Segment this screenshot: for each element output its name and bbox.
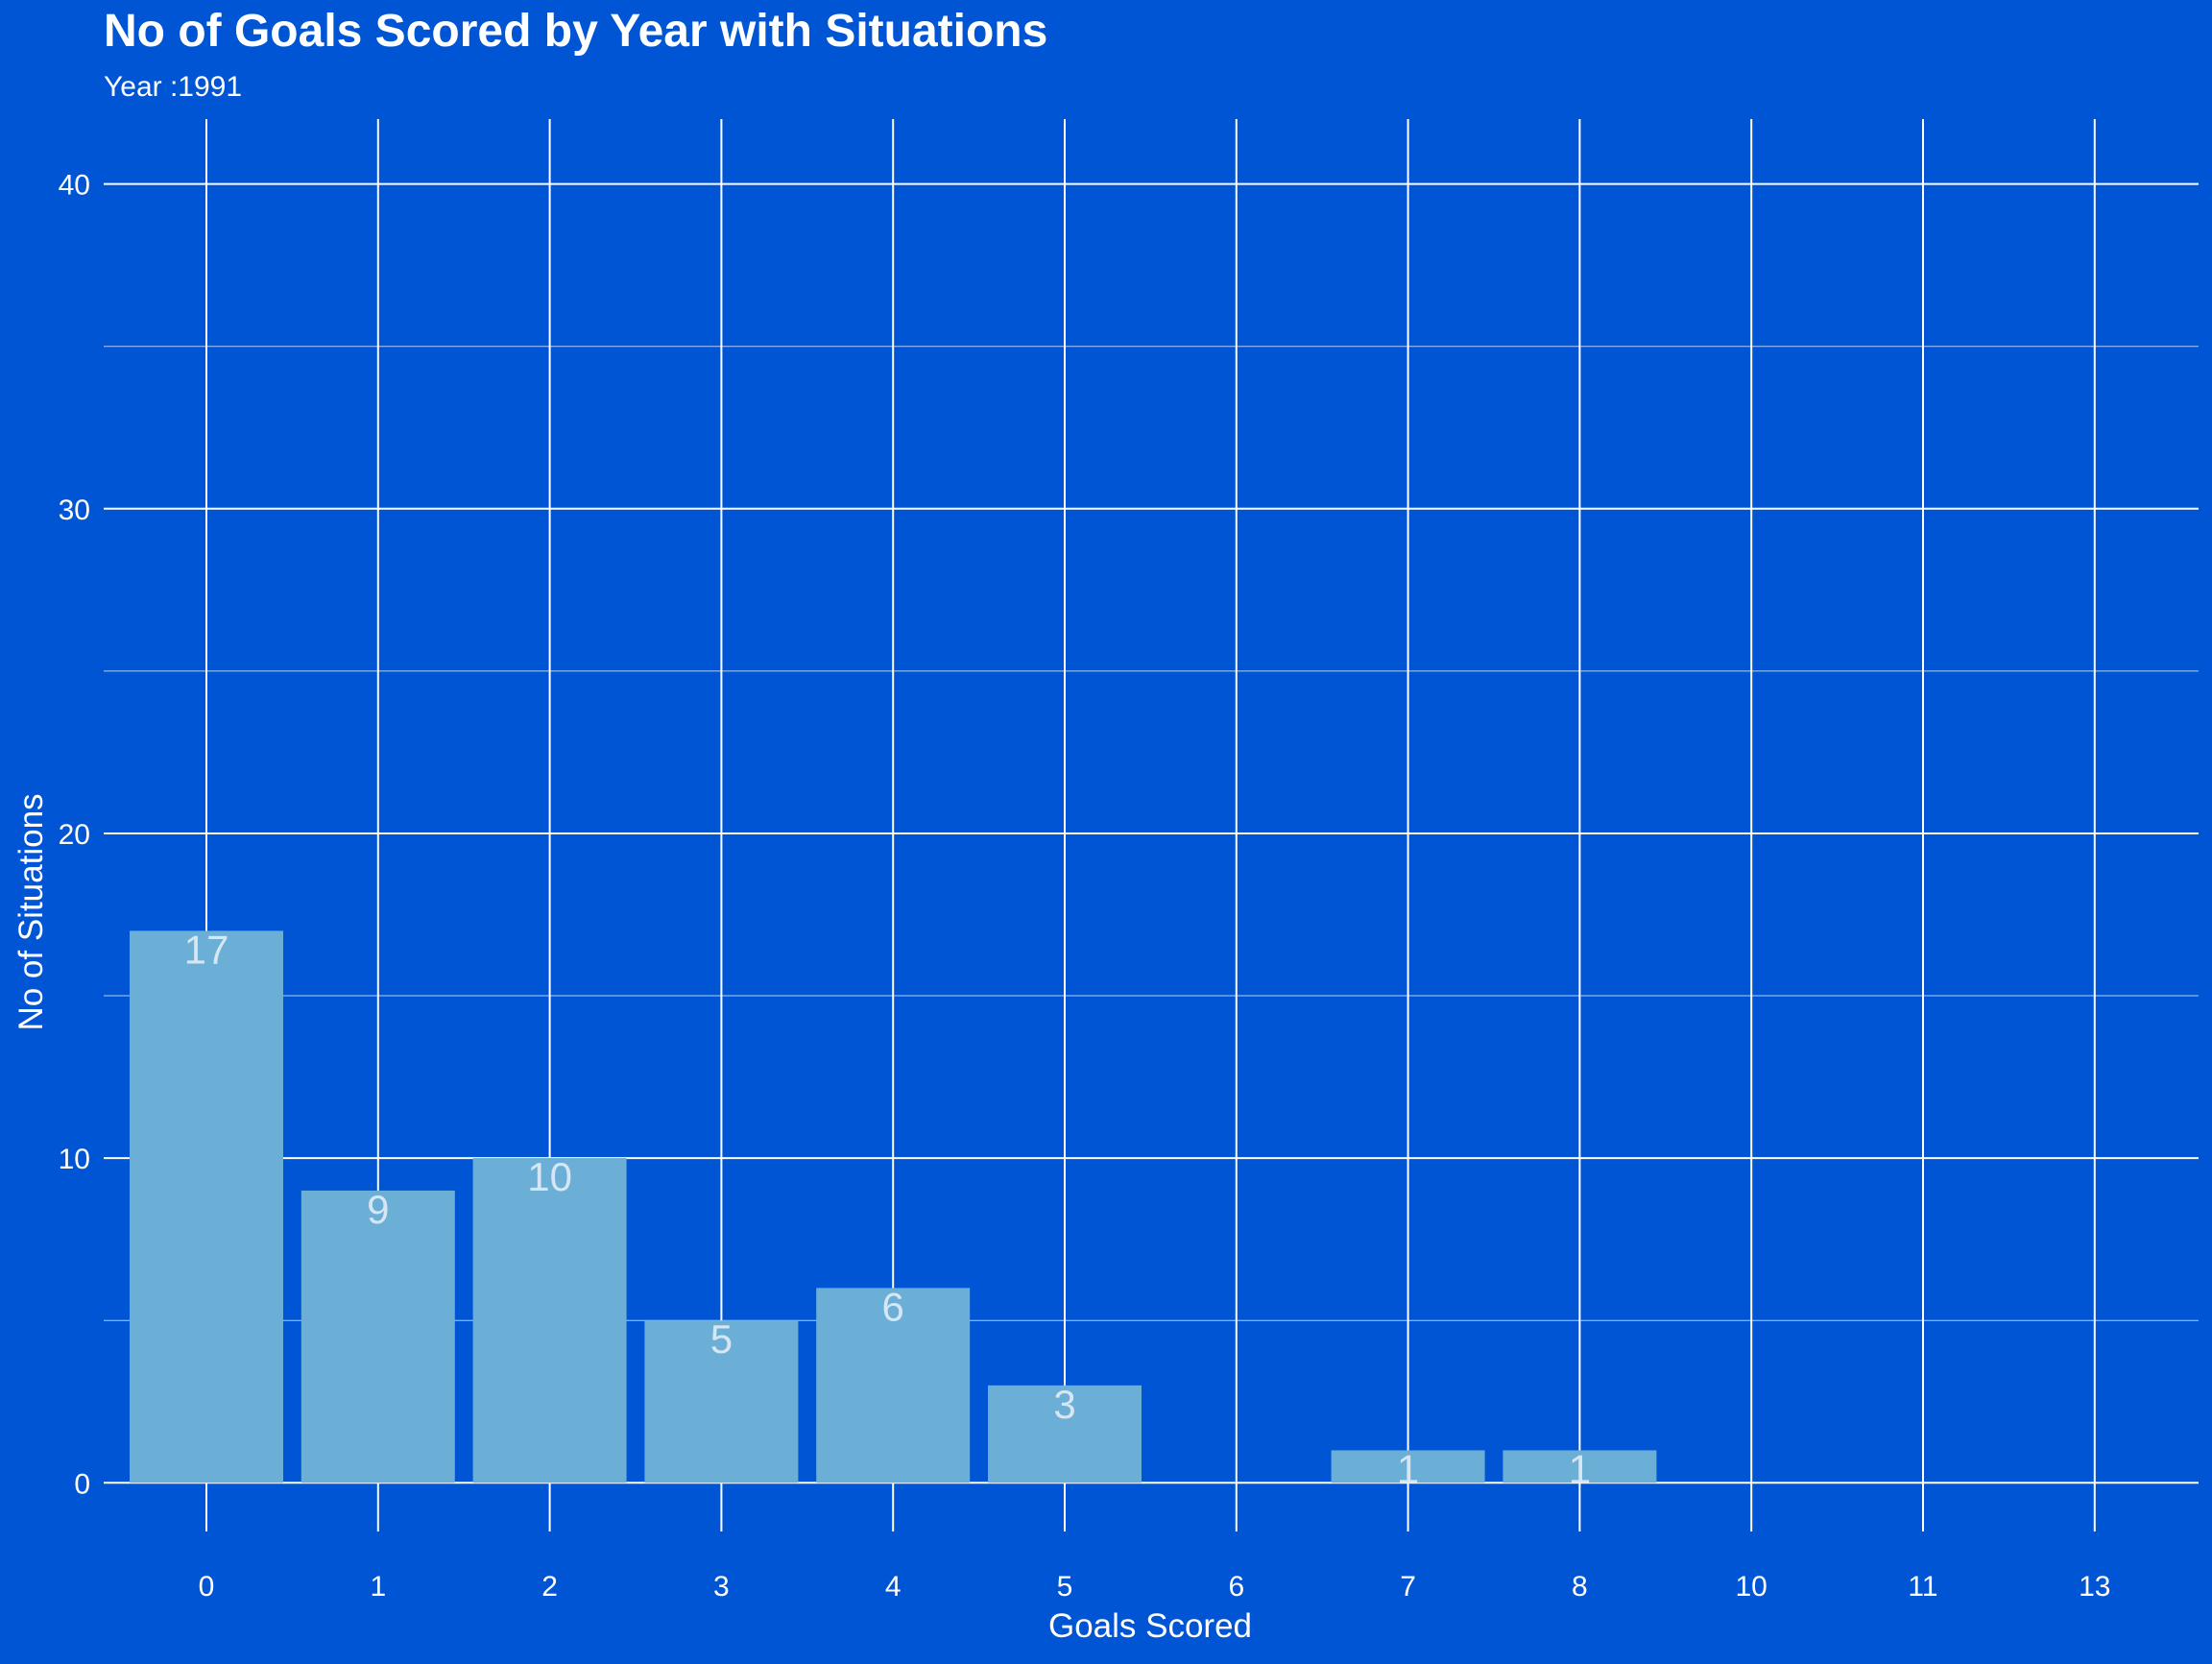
x-tick-label: 11: [1908, 1571, 1937, 1603]
y-tick-label: 30: [59, 494, 90, 526]
x-tick-label: 2: [541, 1571, 558, 1603]
x-tick-label: 13: [2079, 1571, 2110, 1603]
x-tick-label: 0: [199, 1571, 215, 1603]
bar-value-label: 1: [1569, 1446, 1591, 1491]
data-labels: 17 9 10 5 6 3 1 1: [184, 927, 1591, 1491]
chart-subtitle: Year :1991: [104, 71, 242, 103]
bar-value-label: 9: [367, 1187, 389, 1232]
x-tick-label: 5: [1057, 1571, 1073, 1603]
bar: [644, 1320, 799, 1483]
x-tick-label: 7: [1400, 1571, 1416, 1603]
bar: [988, 1385, 1142, 1483]
bars: [130, 930, 1657, 1483]
x-axis-title: Goals Scored: [1048, 1607, 1252, 1645]
x-tick-label: 8: [1572, 1571, 1588, 1603]
bar-value-label: 17: [184, 927, 229, 972]
bar: [816, 1288, 971, 1483]
y-tick-label: 40: [59, 170, 90, 202]
bar: [1503, 1450, 1657, 1483]
bar-value-label: 6: [882, 1284, 904, 1329]
x-tick-label: 6: [1228, 1571, 1244, 1603]
bar-value-label: 5: [710, 1316, 733, 1362]
x-tick-label: 3: [713, 1571, 730, 1603]
y-axis-title: No of Situations: [12, 793, 50, 1030]
bar-value-label: 3: [1053, 1382, 1075, 1427]
x-tick-label: 4: [885, 1571, 902, 1603]
chart-title: No of Goals Scored by Year with Situatio…: [104, 6, 1047, 57]
y-tick-label: 20: [59, 819, 90, 851]
y-tick-label: 10: [59, 1144, 90, 1175]
x-tick-label: 10: [1736, 1571, 1767, 1603]
bar: [472, 1158, 627, 1483]
bar-value-label: 1: [1397, 1446, 1419, 1491]
bar: [301, 1190, 455, 1483]
y-tick-label: 0: [74, 1468, 90, 1500]
x-axis-ticks: 0 1 2 3 4 5 6 7 8 10 11 13: [199, 1571, 2111, 1603]
y-axis-ticks: 0 10 20 30 40: [59, 170, 90, 1501]
bar: [130, 930, 283, 1483]
bar-value-label: 10: [527, 1154, 572, 1199]
x-tick-label: 1: [370, 1571, 386, 1603]
bar: [1331, 1450, 1485, 1483]
